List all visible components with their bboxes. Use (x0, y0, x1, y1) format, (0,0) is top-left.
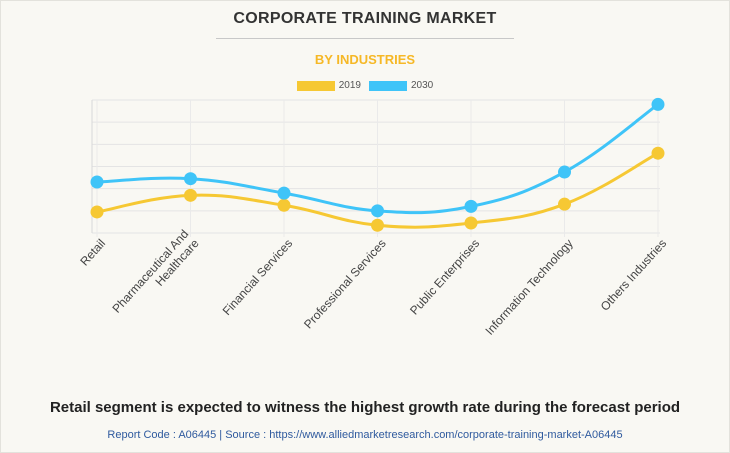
data-point-2019 (558, 197, 571, 211)
chart-legend: 2019 2030 (0, 80, 730, 91)
data-point-2030 (558, 165, 571, 179)
x-tick-label-line: Public Enterprises (407, 236, 482, 317)
data-point-2019 (277, 198, 291, 212)
line-chart: Retail Pharmaceutical AndHealthcare Financ… (77, 97, 670, 338)
legend-item-2030[interactable]: 2030 (369, 80, 433, 91)
data-point-2019 (464, 216, 478, 230)
x-tick-label: Financial Services (220, 236, 296, 318)
x-tick-label-line: Pharmaceutical And (109, 227, 191, 316)
title-divider (216, 38, 514, 39)
footer-source[interactable]: Report Code : A06445 | Source : https://… (107, 429, 623, 441)
x-tick-label: Others Industries (598, 236, 670, 313)
x-tick-label: Retail (77, 236, 108, 268)
data-point-2030 (371, 204, 384, 218)
data-point-2019 (90, 205, 104, 219)
x-tick-label-line: Retail (77, 236, 108, 268)
data-point-2019 (651, 146, 665, 160)
legend-item-2019[interactable]: 2019 (296, 80, 361, 91)
data-point-2019 (184, 188, 197, 202)
legend-label-2019: 2019 (338, 80, 361, 91)
chart-subtitle: BY INDUSTRIES (314, 52, 416, 67)
legend-swatch-2019 (296, 80, 335, 91)
data-point-2030 (90, 175, 104, 189)
x-tick-label: Information Technology (482, 236, 575, 337)
data-point-2030 (464, 199, 478, 213)
chart-title: CORPORATE TRAINING MARKET (233, 10, 497, 27)
x-tick-label-line: Others Industries (598, 236, 670, 313)
legend-swatch-2030 (369, 80, 407, 91)
x-tick-label-line: Information Technology (482, 236, 575, 337)
x-tick-label-line: Financial Services (220, 236, 296, 318)
x-tick-label: Professional Services (301, 236, 389, 331)
footer-headline: Retail segment is expected to witness th… (49, 399, 681, 416)
legend-label-2030: 2030 (411, 80, 434, 91)
data-point-2019 (371, 218, 384, 232)
data-point-2030 (277, 186, 291, 200)
x-tick-label-line: Professional Services (301, 236, 389, 331)
x-tick-label: Pharmaceutical AndHealthcare (109, 227, 201, 325)
data-point-2030 (651, 97, 665, 111)
x-tick-label: Public Enterprises (407, 236, 482, 317)
data-point-2030 (184, 172, 197, 186)
